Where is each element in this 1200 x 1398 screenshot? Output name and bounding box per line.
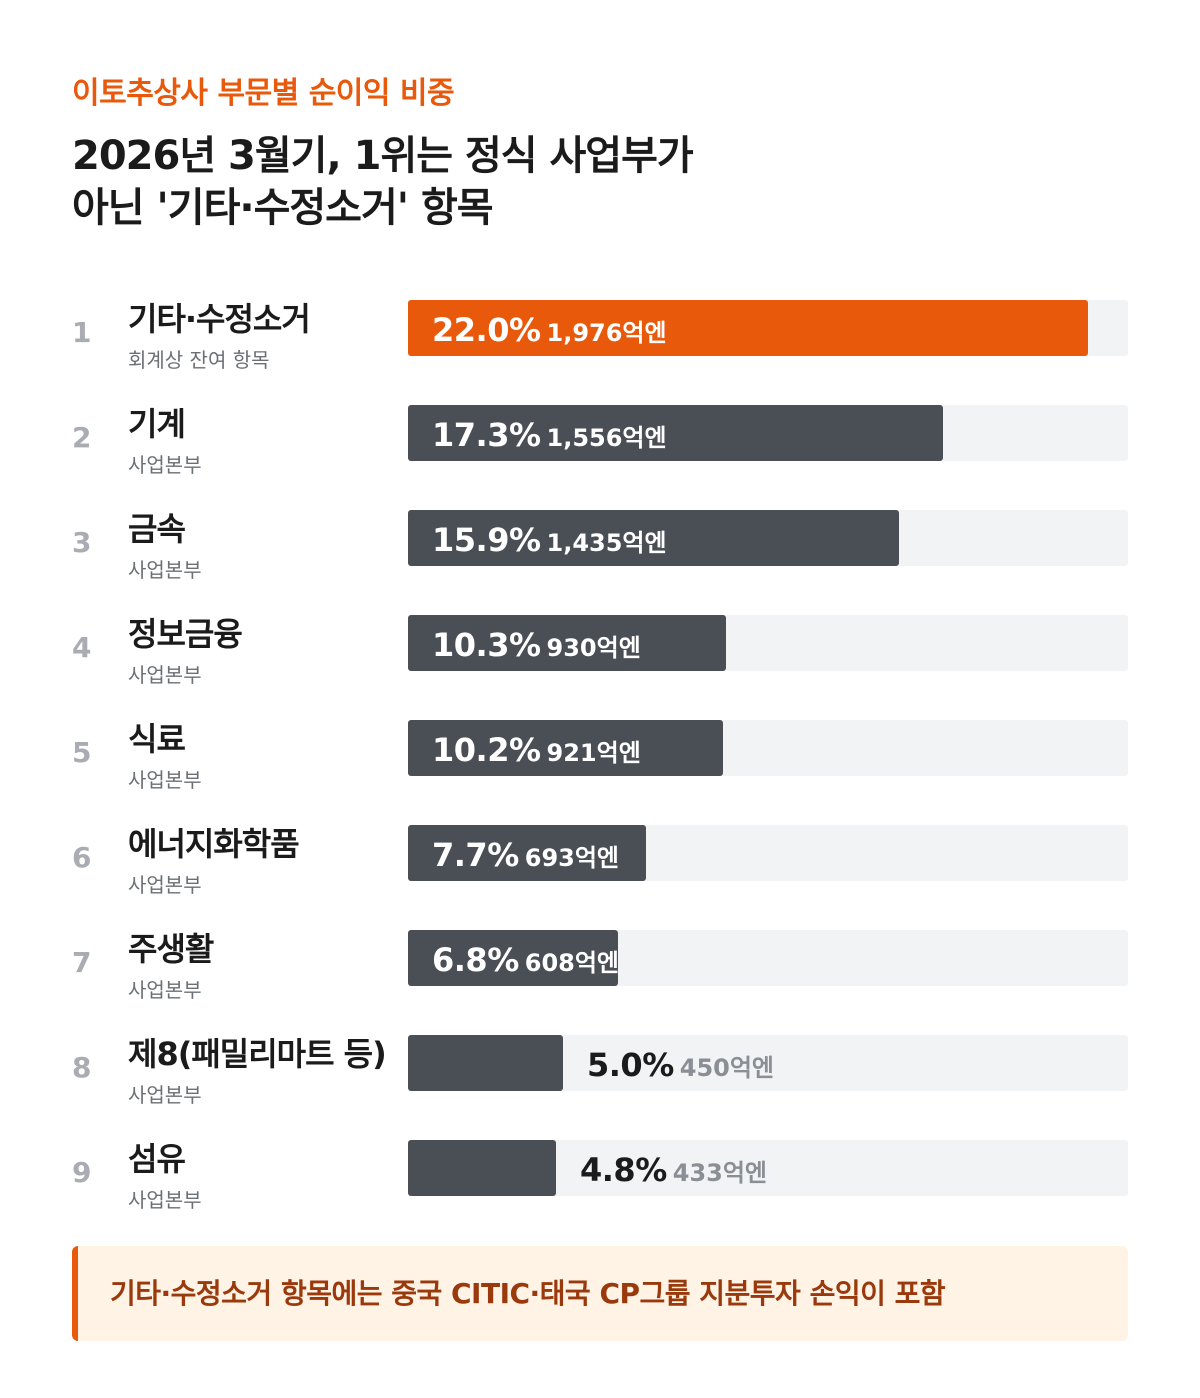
chart-row: 8 제8(패밀리마트 등) 사업본부 5.0% 450억엔	[0, 1035, 1200, 1140]
rank-number: 8	[72, 1051, 92, 1084]
category-sublabel: 사업본부	[128, 1188, 202, 1212]
category-sublabel: 사업본부	[128, 978, 202, 1002]
amount-label: 921억엔	[546, 739, 641, 767]
chart-kicker: 이토추상사 부문별 순이익 비중	[72, 76, 455, 111]
value-label: 7.7% 693억엔	[432, 825, 619, 881]
rank-number: 1	[72, 316, 92, 349]
bar-track: 5.0% 450억엔	[408, 1035, 1128, 1091]
category-label: 섬유	[128, 1140, 186, 1178]
value-label: 4.8% 433억엔	[580, 1140, 767, 1196]
amount-label: 1,556억엔	[546, 424, 667, 452]
bar	[408, 615, 726, 671]
headline-line-2: 아닌 '기타·수정소거' 항목	[72, 185, 494, 231]
bar	[408, 1140, 556, 1196]
category-sublabel: 사업본부	[128, 768, 202, 792]
value-label: 6.8% 608억엔	[432, 930, 619, 986]
rank-number: 5	[72, 736, 92, 769]
value-label: 5.0% 450억엔	[587, 1035, 774, 1091]
amount-label: 693억엔	[524, 844, 620, 872]
footnote-text: 기타·수정소거 항목에는 중국 CITIC·태국 CP그룹 지분투자 손익이 포…	[110, 1277, 946, 1310]
rank-number: 4	[72, 631, 92, 664]
bar-track: 6.8% 608억엔	[408, 930, 1128, 986]
category-label: 주생활	[128, 930, 214, 968]
value-label: 10.2% 921억엔	[432, 720, 641, 776]
category-label: 에너지화학품	[128, 825, 300, 863]
bar-track: 4.8% 433억엔	[408, 1140, 1128, 1196]
category-label: 제8(패밀리마트 등)	[128, 1035, 387, 1073]
bar	[408, 825, 646, 881]
rank-number: 3	[72, 526, 92, 559]
category-label: 금속	[128, 510, 186, 548]
rank-number: 2	[72, 421, 92, 454]
category-sublabel: 사업본부	[128, 453, 202, 477]
value-label: 17.3% 1,556억엔	[432, 405, 667, 461]
rank-number: 6	[72, 841, 92, 874]
bar-track: 15.9% 1,435억엔	[408, 510, 1128, 566]
amount-label: 433억엔	[672, 1159, 768, 1187]
category-sublabel: 사업본부	[128, 1083, 202, 1107]
category-sublabel: 사업본부	[128, 663, 202, 687]
value-label: 15.9% 1,435억엔	[432, 510, 667, 566]
amount-label: 1,976억엔	[546, 319, 667, 347]
category-sublabel: 회계상 잔여 항목	[128, 348, 270, 372]
rank-number: 7	[72, 946, 92, 979]
percent-label: 15.9%	[432, 521, 541, 559]
percent-label: 10.3%	[432, 626, 541, 664]
headline-line-1: 2026년 3월기, 1위는 정식 사업부가	[72, 133, 694, 179]
percent-label: 10.2%	[432, 731, 541, 769]
value-label: 22.0% 1,976억엔	[432, 300, 667, 356]
percent-label: 5.0%	[587, 1046, 674, 1084]
amount-label: 450억엔	[679, 1054, 775, 1082]
chart-headline: 2026년 3월기, 1위는 정식 사업부가 아닌 '기타·수정소거' 항목	[72, 130, 1132, 234]
bar-track: 17.3% 1,556억엔	[408, 405, 1128, 461]
category-label: 기계	[128, 405, 186, 443]
bar-track: 10.2% 921억엔	[408, 720, 1128, 776]
percent-label: 17.3%	[432, 416, 541, 454]
percent-label: 4.8%	[580, 1151, 667, 1189]
percent-label: 22.0%	[432, 311, 541, 349]
bar	[408, 300, 1088, 356]
value-label: 10.3% 930억엔	[432, 615, 641, 671]
rank-number: 9	[72, 1156, 92, 1189]
bar	[408, 405, 943, 461]
bar-track: 22.0% 1,976억엔	[408, 300, 1128, 356]
bar	[408, 1035, 563, 1091]
category-label: 정보금융	[128, 615, 243, 653]
category-sublabel: 사업본부	[128, 873, 202, 897]
amount-label: 1,435억엔	[546, 529, 667, 557]
bar-track: 10.3% 930억엔	[408, 615, 1128, 671]
category-label: 식료	[128, 720, 186, 758]
bar	[408, 720, 723, 776]
footnote-callout: 기타·수정소거 항목에는 중국 CITIC·태국 CP그룹 지분투자 손익이 포…	[72, 1246, 1128, 1341]
category-sublabel: 사업본부	[128, 558, 202, 582]
percent-label: 6.8%	[432, 941, 519, 979]
bar-track: 7.7% 693억엔	[408, 825, 1128, 881]
bar	[408, 930, 618, 986]
amount-label: 930억엔	[546, 634, 641, 662]
category-label: 기타·수정소거	[128, 300, 311, 338]
amount-label: 608억엔	[524, 949, 620, 977]
bar	[408, 510, 899, 566]
percent-label: 7.7%	[432, 836, 519, 874]
